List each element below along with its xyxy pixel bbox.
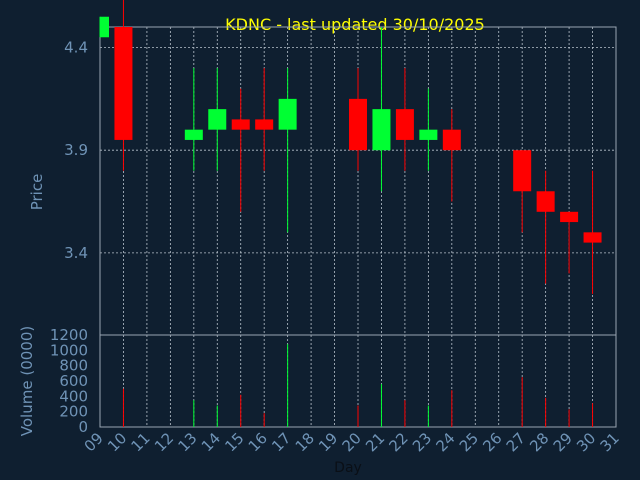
day-axis-label: Day [334,460,362,476]
candle-body [513,150,532,192]
volume-tick-label: 800 [59,357,88,375]
price-axis-ticks: 3.43.94.44.9 [64,39,88,262]
candle-body [560,211,579,223]
candle-body [536,191,555,212]
chart-title: KDNC - last updated 30/10/2025 [225,15,485,34]
volume-tick-label: 600 [59,372,88,390]
volume-tick-label: 1200 [50,326,88,344]
volume-bars-layer [122,344,594,427]
candle-body [208,109,227,130]
price-axis-label: Price [28,174,46,211]
candle-body [395,109,414,140]
price-tick-label: 3.9 [64,141,88,159]
candle-body [255,119,274,130]
candle-body [349,98,367,151]
price-tick-label: 3.4 [64,244,88,262]
day-axis-ticks: 0910111213141516171819202122232425262728… [81,429,623,455]
volume-axis-label: Volume (0000) [18,326,36,436]
candle-body [114,27,133,140]
volume-tick-label: 400 [59,387,88,405]
candles-layer [99,0,602,294]
volume-tick-label: 0 [78,418,88,436]
candle-body [278,98,297,130]
volume-tick-label: 1000 [50,341,88,359]
candle-body [100,16,109,38]
price-tick-label: 4.4 [64,39,88,57]
candle-body [442,129,461,151]
volume-tick-label: 200 [59,403,88,421]
candle-body [419,129,438,140]
candle-body [583,232,602,243]
candle-body [231,119,250,130]
candle-body [372,109,391,151]
candle-body [184,129,203,140]
